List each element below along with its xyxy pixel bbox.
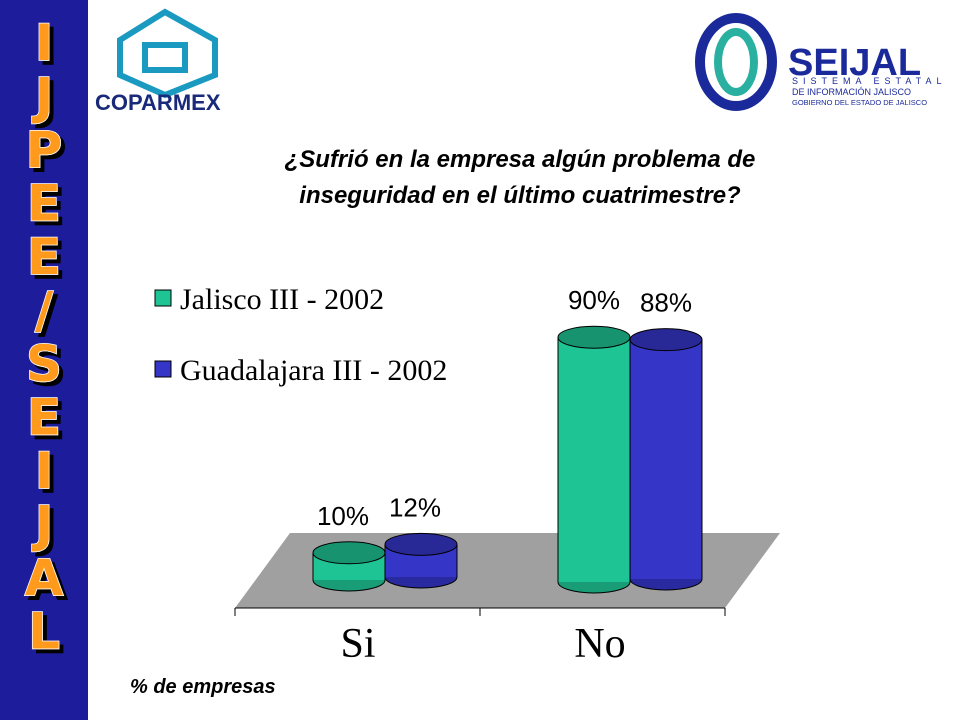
sidebar-letter: P (26, 121, 63, 179)
logo-subtext: DE INFORMACIÓN JALISCO (792, 87, 911, 97)
sidebar-letter: I (35, 14, 54, 72)
value-label: 88% (640, 288, 692, 318)
bar-top (312, 541, 386, 565)
chart-title: inseguridad en el último cuatrimestre? (299, 182, 741, 209)
value-label: 10% (317, 501, 369, 531)
logo-text: SEIJAL (788, 42, 921, 84)
value-label: 90% (568, 285, 620, 315)
logo-seijal: SEIJAL SISTEMA ESTATAL DE INFORMACIÓN JA… (695, 13, 947, 111)
sidebar-letter: / (35, 282, 54, 340)
legend-swatch (154, 360, 172, 378)
logo-subtext: GOBIERNO DEL ESTADO DE JALISCO (792, 98, 927, 107)
bar-top (557, 325, 631, 349)
sidebar-letter: E (27, 175, 61, 233)
sidebar-letter: L (28, 603, 60, 661)
sidebar (0, 0, 88, 720)
value-label: 12% (389, 492, 441, 522)
bar (558, 337, 630, 582)
bar-top (384, 532, 458, 556)
sidebar-letter: A (25, 549, 64, 607)
x-tick-label: Si (340, 621, 375, 667)
logo-subtext: SISTEMA ESTATAL (792, 76, 947, 86)
legend-label: Jalisco III - 2002 (180, 283, 384, 316)
sidebar-letter: E (27, 228, 61, 286)
bar-top (629, 328, 703, 352)
sidebar-letter: I (35, 442, 54, 500)
sidebar-letter: J (32, 68, 54, 126)
legend-swatch (154, 289, 172, 307)
logo-coparmex: COPARMEX (95, 8, 221, 115)
sidebar-letter: S (26, 335, 62, 393)
chart-title: ¿Sufrió en la empresa algún problema de (285, 146, 756, 173)
bar (630, 339, 702, 579)
footnote: % de empresas (130, 676, 276, 698)
sidebar-letter: J (32, 496, 54, 554)
sidebar-letter: E (27, 389, 61, 447)
legend-label: Guadalajara III - 2002 (180, 354, 447, 387)
x-tick-label: No (574, 621, 625, 667)
logo-text: COPARMEX (95, 90, 221, 115)
